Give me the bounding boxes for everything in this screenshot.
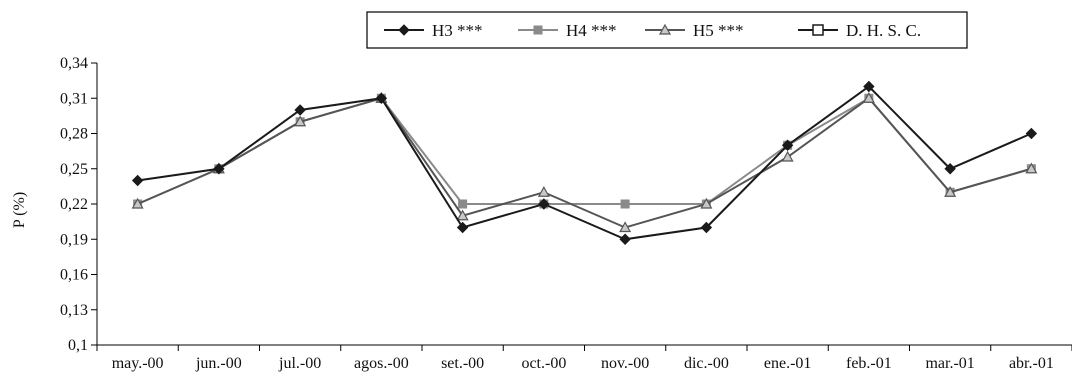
- legend-marker: [533, 25, 543, 35]
- y-axis-ticks: 0,1 0,13 0,16 0,19 0,22 0,25 0,28 0,31 0,34: [60, 55, 97, 354]
- series-2: [131, 92, 1038, 233]
- data-point: [700, 221, 713, 234]
- series-lines: [131, 80, 1038, 245]
- data-point: [458, 199, 468, 209]
- y-tick-label: 0,31: [60, 90, 88, 107]
- data-point: [294, 104, 306, 116]
- x-tick-label: oct.-00: [521, 355, 566, 372]
- data-point: [537, 186, 550, 197]
- y-tick-label: 0,1: [68, 337, 88, 354]
- x-tick-label: mar.-01: [925, 355, 974, 372]
- legend-marker: [398, 24, 410, 36]
- series-0: [131, 80, 1038, 245]
- data-point: [213, 163, 225, 175]
- data-point: [862, 92, 875, 103]
- data-point: [131, 174, 144, 187]
- data-point: [620, 199, 630, 209]
- data-point: [538, 198, 550, 210]
- x-tick-label: agos.-00: [354, 355, 409, 372]
- data-point: [944, 186, 957, 197]
- legend-marker: [812, 24, 824, 36]
- series-line: [137, 85, 1032, 241]
- series-line: [137, 96, 1032, 229]
- x-tick-label: jun.-00: [195, 355, 242, 372]
- x-tick-label: abr.-01: [1009, 355, 1054, 372]
- legend: H3 *** H4 *** H5 *** D. H. S. C.: [366, 11, 968, 49]
- data-point: [700, 197, 713, 209]
- data-point: [619, 233, 631, 245]
- legend-label: H4 ***: [566, 21, 617, 40]
- data-point: [619, 221, 632, 233]
- y-tick-label: 0,16: [60, 267, 88, 284]
- x-tick-label: feb.-01: [846, 355, 892, 372]
- data-point: [781, 139, 794, 151]
- x-axis-ticks: may.-00 jun.-00 jul.-00 agos.-00 set.-00 oct.…: [96, 345, 1072, 372]
- x-tick-label: may.-00: [112, 355, 164, 372]
- x-tick-label: ene.-01: [764, 355, 812, 372]
- legend-label: H5 ***: [693, 21, 744, 40]
- data-point: [456, 209, 469, 221]
- data-point: [375, 92, 388, 104]
- data-point: [1025, 127, 1038, 140]
- legend-marker: [658, 23, 672, 35]
- y-tick-label: 0,22: [60, 196, 88, 213]
- data-point: [456, 221, 469, 234]
- data-point: [863, 80, 875, 93]
- y-tick-label: 0,34: [60, 55, 88, 72]
- data-point: [294, 115, 307, 127]
- x-tick-label: set.-00: [441, 355, 484, 372]
- y-axis-label: P (%): [11, 192, 28, 228]
- x-tick-label: jul.-00: [278, 355, 321, 372]
- y-tick-label: 0,19: [60, 231, 88, 248]
- data-point: [1025, 162, 1038, 174]
- x-tick-label: dic.-00: [684, 355, 729, 372]
- legend-box: [366, 11, 968, 49]
- series-1: [133, 93, 1036, 209]
- y-tick-label: 0,25: [60, 161, 88, 178]
- x-tick-label: nov.-00: [601, 355, 649, 372]
- y-tick-label: 0,13: [60, 302, 88, 319]
- y-tick-label: 0,28: [60, 126, 88, 143]
- data-point: [781, 150, 794, 162]
- legend-label: H3 ***: [432, 21, 483, 40]
- data-point: [944, 163, 956, 175]
- data-point: [131, 197, 144, 209]
- legend-label: D. H. S. C.: [846, 21, 921, 40]
